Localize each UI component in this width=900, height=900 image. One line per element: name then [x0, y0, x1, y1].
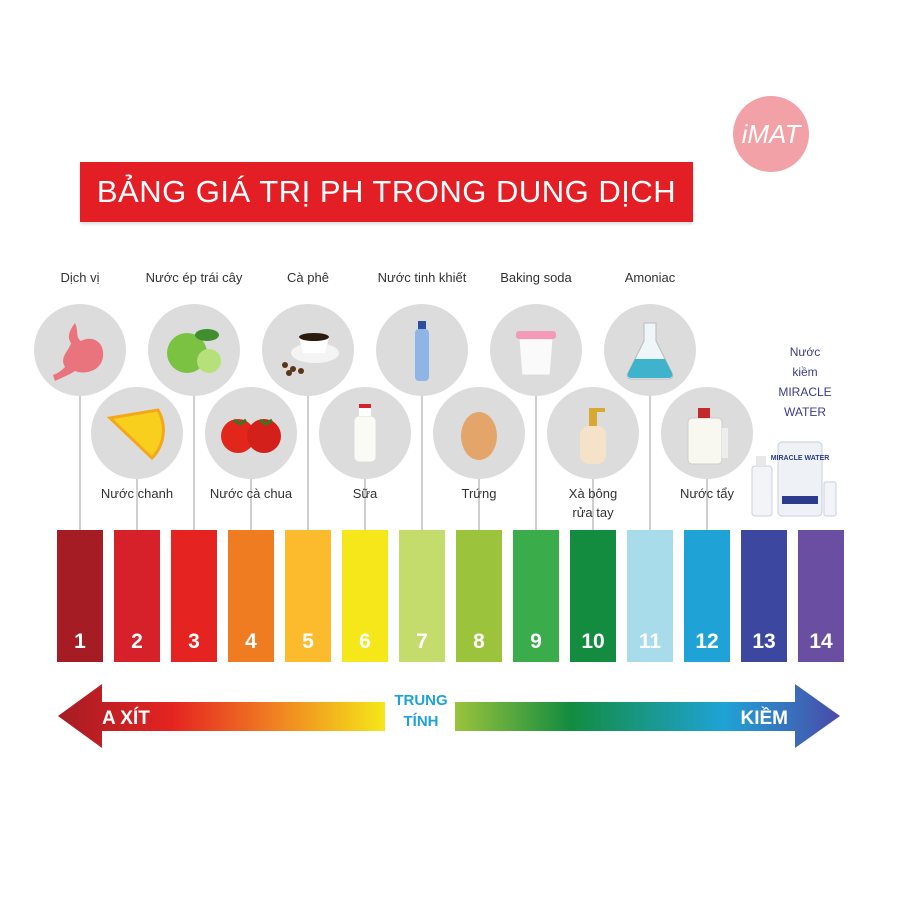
miracle-line: WATER: [784, 405, 826, 419]
connector-line: [535, 396, 537, 542]
item-label: Amoniac: [624, 270, 676, 285]
page-title: BẢNG GIÁ TRỊ PH TRONG DUNG DỊCH: [96, 174, 677, 209]
connector-line: [421, 396, 423, 542]
item-label: Nước chanh: [100, 486, 174, 501]
apple-icon: [167, 329, 221, 373]
ph-bar-2: 2: [114, 530, 160, 662]
ph-bar-6: 6: [342, 530, 388, 662]
stomach-circle: [34, 304, 126, 396]
connector-line: [592, 479, 594, 542]
ph-value: 9: [530, 630, 542, 653]
base-label: KIỀM: [741, 707, 789, 729]
baking-soda-jar-circle: [490, 304, 582, 396]
connector-line: [706, 479, 708, 542]
ph-value: 7: [416, 630, 428, 653]
item-label: Cà phê: [287, 270, 329, 285]
miracle-line: Nước: [789, 345, 821, 359]
connector-line: [364, 479, 366, 542]
flask-icon: [626, 322, 674, 380]
bleach-jug-circle: [661, 387, 753, 479]
acid-base-arrow: A XÍT KIỀM: [58, 684, 840, 748]
lemon-icon: [106, 408, 165, 461]
ph-value: 10: [581, 630, 605, 653]
item-label: Trứng: [461, 486, 497, 501]
soap-bottle-circle: [547, 387, 639, 479]
miracle-water-products-icon: MIRACLE WATER: [751, 441, 837, 517]
miracle-water-label: Nước kiềm MIRACLE WATER: [765, 342, 845, 422]
water-bottle-circle: [376, 304, 468, 396]
coffee-cup-icon: [282, 333, 339, 376]
egg-circle: [433, 387, 525, 479]
neutral-label: TRUNG TÍNH: [385, 690, 457, 732]
ph-bar-12: 12: [684, 530, 730, 662]
ph-bar-10: 10: [570, 530, 616, 662]
tomato-circle: [205, 387, 297, 479]
connector-line: [136, 479, 138, 542]
ph-bar-9: 9: [513, 530, 559, 662]
egg-icon: [461, 412, 497, 460]
base-arrow: [455, 684, 840, 748]
stomach-icon: [53, 323, 104, 381]
neutral-line: TÍNH: [403, 713, 439, 730]
ph-value: 13: [752, 630, 776, 653]
milk-bottle-circle: [319, 387, 411, 479]
ph-bar-7: 7: [399, 530, 445, 662]
ph-bar-14: 14: [798, 530, 844, 662]
item-label: Nước tinh khiết: [377, 270, 467, 285]
ph-bar-4: 4: [228, 530, 274, 662]
ph-bar-1: 1: [57, 530, 103, 662]
ph-value: 1: [74, 630, 86, 653]
connector-line: [649, 396, 651, 542]
ph-value: 11: [638, 630, 662, 653]
ph-bar-13: 13: [741, 530, 787, 662]
connector-line: [307, 396, 309, 542]
imat-logo: iMAT: [733, 96, 809, 172]
ph-bar-5: 5: [285, 530, 331, 662]
soap-bottle-icon: [580, 408, 606, 464]
connector-line: [478, 479, 480, 542]
coffee-cup-circle: [262, 304, 354, 396]
ph-value: 12: [695, 630, 719, 653]
ph-value: 5: [302, 630, 314, 653]
ph-bar-3: 3: [171, 530, 217, 662]
item-label: Nước ép trái cây: [145, 270, 243, 285]
baking-soda-jar-icon: [516, 331, 556, 376]
ph-value: 2: [131, 630, 143, 653]
item-label: Dịch vị: [60, 270, 100, 285]
acid-label: A XÍT: [102, 707, 150, 729]
acid-arrow: [58, 684, 385, 748]
water-bottle-icon: [415, 321, 429, 381]
ph-bar-11: 11: [627, 530, 673, 662]
item-label: Nước tẩy: [679, 486, 735, 501]
ph-bar-8: 8: [456, 530, 502, 662]
ph-value: 4: [245, 630, 257, 653]
flask-circle: [604, 304, 696, 396]
apple-circle: [148, 304, 240, 396]
ph-value: 8: [473, 630, 485, 653]
logo-text: iMAT: [741, 118, 801, 149]
connector-line: [193, 396, 195, 542]
item-label: Sữa: [352, 486, 378, 501]
ph-value: 14: [809, 630, 833, 653]
item-label: Baking soda: [500, 270, 572, 285]
bleach-jug-icon: [687, 408, 728, 465]
connector-line: [79, 396, 81, 542]
ph-value: 6: [359, 630, 371, 653]
product-label: MIRACLE WATER: [771, 455, 830, 462]
item-label: Xà bông rửa tay: [568, 486, 618, 520]
lemon-circle: [91, 387, 183, 479]
item-label: Nước cà chua: [209, 486, 293, 501]
miracle-line: kiềm: [792, 365, 818, 379]
tomato-icon: [221, 418, 281, 453]
miracle-line: MIRACLE: [778, 385, 832, 399]
milk-bottle-icon: [353, 404, 377, 463]
connector-line: [250, 479, 252, 542]
neutral-line: TRUNG: [394, 692, 448, 709]
title-banner: BẢNG GIÁ TRỊ PH TRONG DUNG DỊCH: [80, 162, 693, 222]
ph-value: 3: [188, 630, 200, 653]
